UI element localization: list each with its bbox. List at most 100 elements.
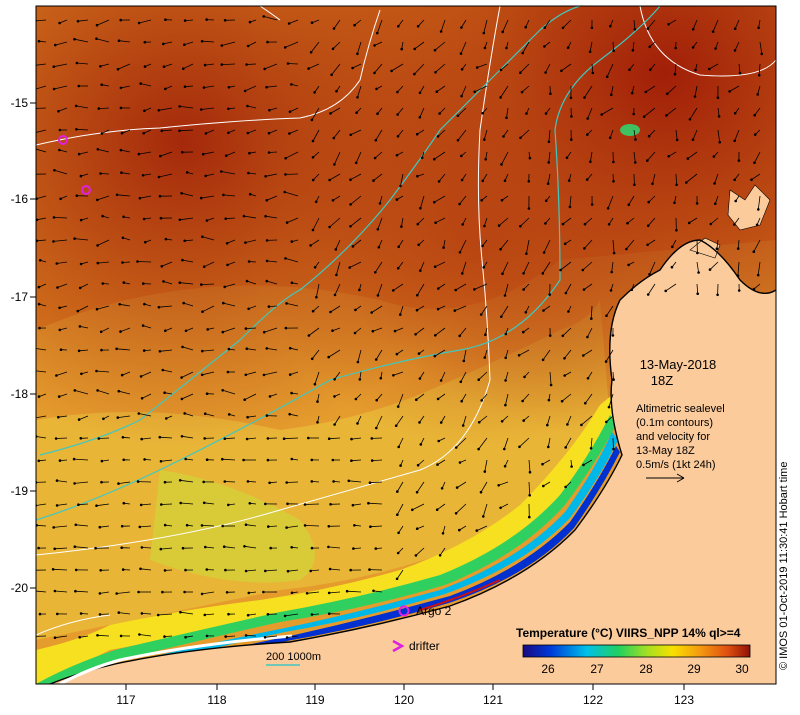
current-vector-head: [610, 289, 613, 292]
current-vector-head: [39, 613, 42, 616]
current-vector-head: [289, 373, 292, 376]
current-vector-head: [433, 158, 436, 161]
current-vector-head: [141, 612, 144, 615]
current-vector-head: [181, 435, 184, 438]
current-vector-head: [458, 529, 461, 532]
current-vector-head: [225, 154, 228, 157]
current-vector-head: [306, 592, 309, 595]
current-vector-head: [201, 235, 204, 238]
current-vector-head: [290, 392, 293, 395]
current-vector-head: [442, 532, 445, 535]
current-vector-head: [676, 139, 679, 142]
current-vector-head: [434, 265, 437, 268]
current-vector-head: [397, 532, 400, 535]
current-vector-head: [416, 491, 419, 494]
current-vector-head: [733, 179, 736, 182]
current-vector-head: [335, 90, 338, 93]
current-vector-head: [399, 313, 402, 316]
current-vector-head: [397, 135, 400, 138]
current-vector-head: [625, 248, 628, 251]
current-vector-head: [440, 30, 443, 33]
current-vector-head: [522, 331, 525, 334]
current-vector-head: [165, 238, 168, 241]
current-vector-head: [203, 437, 206, 440]
current-vector-head: [646, 159, 649, 162]
current-vector-head: [329, 568, 332, 571]
current-vector-head: [437, 398, 440, 401]
current-vector-head: [570, 97, 573, 100]
current-vector-head: [263, 68, 266, 71]
current-vector-head: [591, 27, 594, 30]
current-vector-head: [38, 286, 41, 289]
current-vector-head: [247, 614, 250, 617]
current-vector-head: [335, 274, 338, 277]
current-vector-head: [355, 111, 358, 114]
current-vector-head: [122, 436, 125, 439]
current-vector-head: [562, 335, 565, 338]
credit-text: © IMOS 01-Oct-2019 11:30:41 Hobart time: [778, 462, 790, 670]
lat-axis: -15 -16 -17 -18 -19 -20: [11, 96, 36, 595]
current-vector-head: [165, 417, 168, 420]
current-vector-head: [477, 448, 480, 451]
current-vector-head: [390, 70, 393, 73]
current-vector-head: [415, 398, 418, 401]
current-vector-head: [480, 313, 483, 316]
current-vector-head: [482, 180, 485, 183]
current-vector-head: [186, 171, 189, 174]
current-vector-head: [267, 437, 270, 440]
current-vector-head: [607, 207, 610, 210]
current-vector-head: [590, 447, 593, 450]
current-vector-head: [502, 135, 505, 138]
current-vector-head: [417, 464, 420, 467]
current-vector-head: [370, 311, 373, 314]
current-vector-head: [396, 353, 399, 356]
current-vector-head: [185, 330, 188, 333]
current-vector-head: [647, 224, 650, 227]
current-vector-head: [349, 203, 352, 206]
current-vector-head: [463, 360, 466, 363]
altimetry-note-line: 13-May 18Z: [636, 445, 695, 457]
current-vector-head: [267, 613, 270, 616]
current-vector-head: [473, 91, 476, 94]
current-vector-head: [334, 294, 337, 297]
current-vector-head: [96, 308, 99, 311]
current-vector-head: [227, 132, 230, 135]
current-vector-head: [692, 138, 695, 141]
current-vector-head: [98, 437, 101, 440]
current-vector-head: [55, 374, 58, 377]
current-vector-head: [397, 267, 400, 270]
drifter-legend-label: drifter: [409, 639, 440, 653]
current-vector-head: [665, 114, 668, 117]
current-vector-head: [692, 28, 695, 31]
current-vector-head: [184, 85, 187, 88]
current-vector-head: [522, 419, 525, 422]
current-vector-head: [560, 70, 563, 73]
current-vector-head: [79, 287, 82, 290]
current-vector-head: [200, 108, 203, 111]
current-vector-head: [38, 395, 41, 398]
current-vector-head: [473, 288, 476, 291]
current-vector-head: [160, 217, 163, 220]
current-vector-head: [159, 195, 162, 198]
current-vector-head: [734, 112, 737, 115]
current-vector-head: [353, 524, 356, 527]
current-vector-head: [522, 288, 525, 291]
current-vector-head: [696, 292, 699, 295]
current-vector-head: [714, 47, 717, 50]
current-vector-head: [415, 554, 418, 557]
current-vector-head: [142, 282, 145, 285]
current-vector-head: [481, 112, 484, 115]
current-vector-head: [418, 421, 421, 424]
current-vector-head: [634, 161, 637, 164]
current-vector-head: [605, 360, 608, 363]
current-vector-head: [355, 398, 358, 401]
current-vector-head: [570, 115, 573, 118]
current-vector-head: [163, 635, 166, 638]
current-vector-head: [246, 105, 249, 108]
current-vector-head: [204, 546, 207, 549]
current-vector-head: [53, 216, 56, 219]
current-vector-head: [689, 118, 692, 121]
current-vector-head: [671, 246, 674, 249]
current-vector-head: [457, 139, 460, 142]
current-vector-head: [542, 359, 545, 362]
